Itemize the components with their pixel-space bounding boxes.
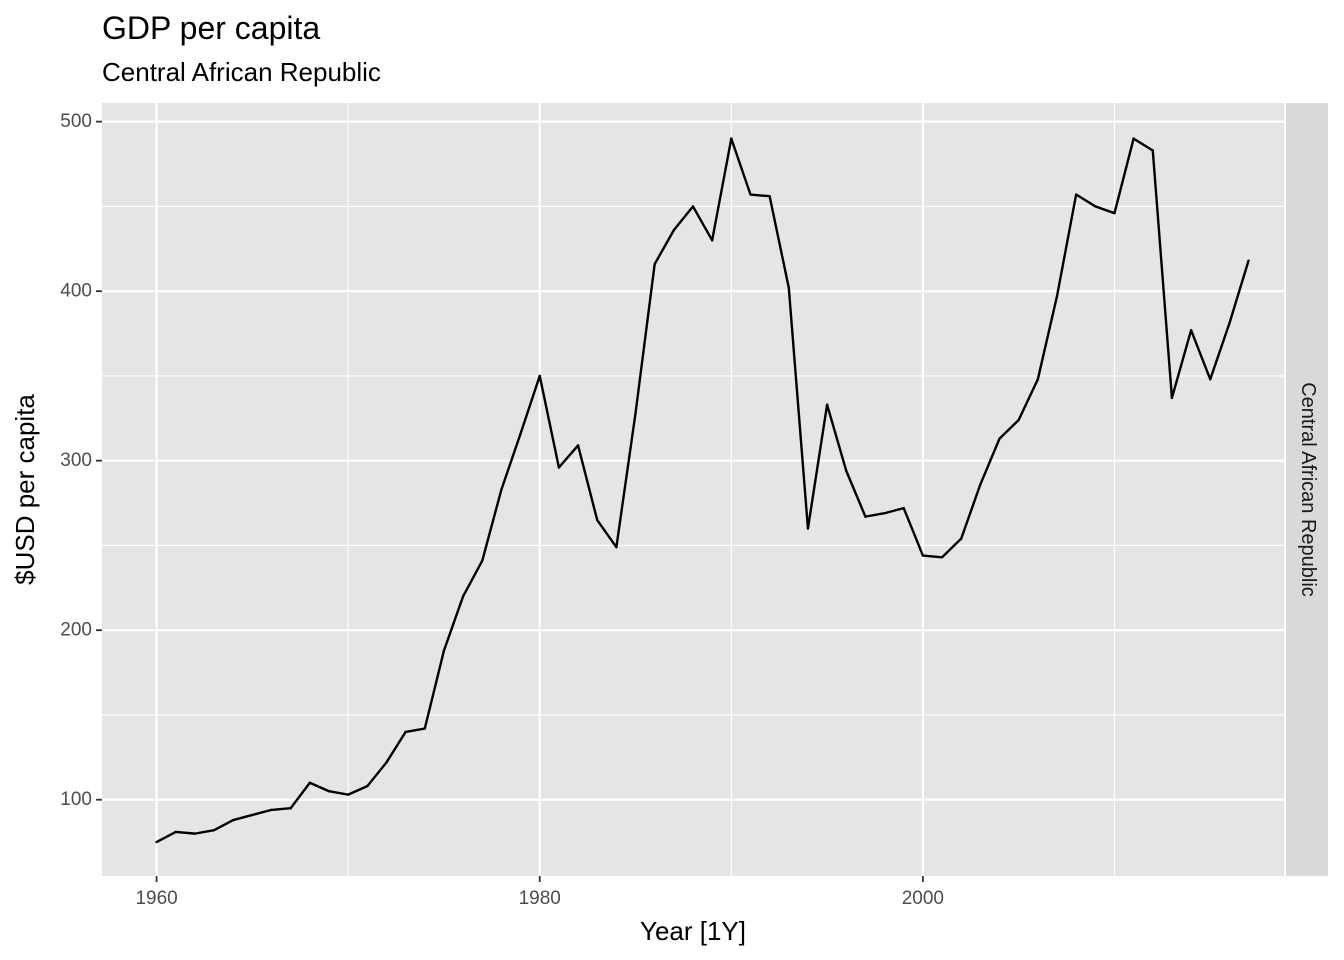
data-point — [806, 527, 810, 530]
data-point — [672, 228, 676, 232]
data-point — [500, 488, 503, 491]
data-point — [212, 829, 216, 832]
y-axis-title: $USD per capita — [10, 394, 40, 585]
data-point — [596, 518, 599, 522]
data-point — [576, 444, 580, 447]
plot-panel — [102, 103, 1284, 876]
data-point — [1036, 378, 1040, 381]
y-tick-label: 400 — [60, 281, 92, 302]
facet-strip — [1286, 103, 1328, 876]
data-point — [921, 554, 925, 557]
data-point — [825, 403, 829, 406]
data-point — [1189, 328, 1193, 332]
data-point — [1228, 322, 1231, 325]
y-tick-label: 100 — [60, 789, 92, 810]
data-point — [557, 466, 561, 469]
data-point — [519, 432, 522, 435]
data-point — [1074, 193, 1078, 196]
data-point — [998, 437, 1001, 440]
minor-gridlines — [102, 103, 1284, 876]
data-point — [1170, 396, 1174, 400]
y-axis: 100 200 300 400 500 — [60, 111, 102, 810]
data-point — [385, 761, 388, 764]
x-tick-label: 1980 — [519, 888, 561, 909]
data-point — [1132, 137, 1135, 140]
x-tick-label: 2000 — [902, 888, 944, 909]
data-point — [730, 137, 733, 140]
x-tick-label: 1960 — [135, 888, 177, 909]
data-point — [327, 790, 331, 793]
data-point — [768, 195, 771, 198]
data-point — [232, 818, 235, 822]
data-point — [308, 781, 312, 784]
data-point — [691, 205, 695, 208]
data-point — [1113, 211, 1116, 215]
data-point — [423, 727, 426, 730]
data-point — [461, 595, 465, 598]
data-point — [979, 483, 982, 486]
series-line — [156, 137, 1250, 844]
y-tick-label: 200 — [60, 620, 92, 641]
data-point — [155, 840, 158, 844]
data-point — [442, 649, 446, 652]
y-tick-label: 300 — [60, 450, 92, 471]
data-point — [1247, 259, 1250, 262]
data-point — [902, 506, 905, 510]
data-point — [864, 515, 867, 518]
x-axis: 1960 1980 2000 — [135, 876, 944, 909]
data-point — [1017, 418, 1020, 422]
data-point — [346, 793, 350, 796]
chart-title: GDP per capita — [102, 10, 321, 46]
data-point — [634, 412, 637, 415]
data-points — [155, 137, 1250, 844]
data-point — [270, 808, 273, 812]
data-point — [1151, 149, 1154, 152]
data-point — [845, 469, 848, 473]
y-tick-label: 500 — [60, 111, 92, 132]
data-point — [883, 512, 886, 515]
major-gridlines — [102, 103, 1284, 876]
data-point — [193, 832, 197, 835]
data-point — [1055, 295, 1059, 298]
data-point — [366, 784, 369, 788]
data-point — [538, 374, 541, 378]
x-axis-title: Year [1Y] — [640, 916, 746, 946]
data-point — [289, 806, 292, 810]
data-point — [615, 545, 618, 549]
data-point — [251, 813, 254, 817]
data-point — [749, 193, 752, 196]
data-point — [710, 239, 714, 242]
data-point — [960, 537, 963, 540]
data-point — [404, 730, 407, 734]
data-point — [481, 559, 484, 562]
data-point — [174, 830, 177, 834]
data-point — [1209, 378, 1212, 381]
data-point — [787, 286, 790, 289]
data-point — [940, 556, 944, 559]
data-point — [1094, 205, 1097, 208]
data-point — [653, 262, 656, 266]
facet-strip-label: Central African Republic — [1297, 382, 1319, 597]
chart-subtitle: Central African Republic — [102, 57, 381, 87]
